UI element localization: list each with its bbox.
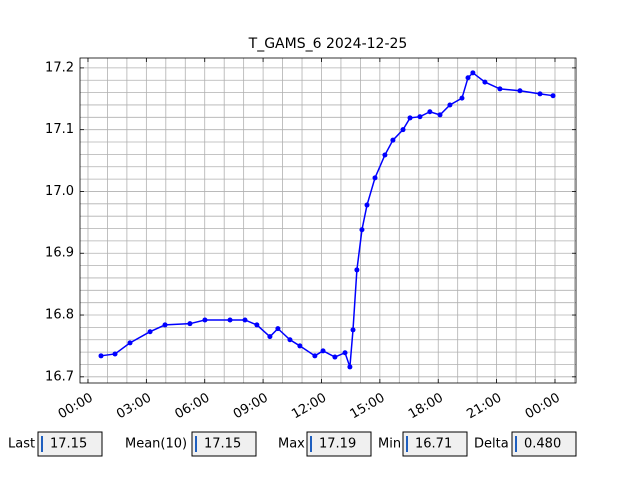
y-tick-label: 17.1 xyxy=(45,122,74,137)
data-point xyxy=(312,353,318,359)
data-point xyxy=(254,322,260,328)
data-point xyxy=(447,102,453,108)
data-point xyxy=(427,109,433,115)
data-point xyxy=(227,317,233,323)
data-point xyxy=(517,88,523,94)
stat-box xyxy=(37,431,103,457)
data-point xyxy=(390,137,396,143)
stat-value: 17.19 xyxy=(319,437,356,452)
data-point xyxy=(187,321,193,327)
data-point xyxy=(242,317,248,323)
stat-box xyxy=(511,431,577,457)
data-point xyxy=(287,337,293,343)
x-tick-label: 00:00 xyxy=(523,391,563,423)
x-tick-label: 12:00 xyxy=(289,391,329,423)
data-point xyxy=(320,348,326,354)
data-point xyxy=(465,75,471,81)
stat-value: 0.480 xyxy=(524,437,561,452)
stat-label: Mean(10) xyxy=(125,437,187,452)
stat-label: Min xyxy=(378,437,401,452)
data-point xyxy=(354,267,360,273)
data-point xyxy=(342,350,348,356)
data-point xyxy=(297,343,303,349)
x-tick-label: 06:00 xyxy=(173,391,213,423)
data-point xyxy=(350,327,356,333)
data-point xyxy=(459,95,465,101)
data-point xyxy=(364,202,370,208)
data-point xyxy=(127,340,133,346)
stat-box xyxy=(306,431,372,457)
y-tick-label: 17.2 xyxy=(45,60,74,75)
data-point xyxy=(437,112,443,118)
data-point xyxy=(112,351,118,357)
data-point xyxy=(332,354,338,360)
stat-label: Max xyxy=(278,437,305,452)
data-point xyxy=(400,127,406,133)
data-point xyxy=(162,322,168,328)
chart-title: T_GAMS_6 2024-12-25 xyxy=(248,36,408,52)
data-point xyxy=(537,91,543,97)
stat-value: 16.71 xyxy=(415,437,452,452)
data-line xyxy=(100,71,554,368)
y-tick-label: 17.0 xyxy=(45,184,74,199)
x-tick-label: 09:00 xyxy=(231,391,271,423)
data-point xyxy=(98,353,104,359)
data-point xyxy=(550,93,556,99)
data-point xyxy=(275,326,281,332)
data-point xyxy=(470,70,476,76)
data-point xyxy=(497,86,503,92)
stat-label: Last xyxy=(8,437,35,452)
x-tick-label: 18:00 xyxy=(406,391,446,423)
data-point xyxy=(382,152,388,158)
stat-box xyxy=(191,431,257,457)
data-point xyxy=(267,334,273,340)
stat-box xyxy=(402,431,468,457)
data-point xyxy=(417,114,423,120)
y-tick-label: 16.7 xyxy=(45,369,74,384)
y-tick-label: 16.8 xyxy=(45,308,74,323)
data-point xyxy=(359,227,365,233)
plot-frame xyxy=(79,57,577,384)
x-tick-label: 15:00 xyxy=(348,391,388,423)
data-point xyxy=(372,175,378,181)
stat-value: 17.15 xyxy=(204,437,241,452)
data-point xyxy=(482,79,488,85)
y-tick-label: 16.9 xyxy=(45,246,74,261)
data-point xyxy=(147,329,153,335)
data-point xyxy=(347,364,353,370)
x-tick-label: 03:00 xyxy=(114,391,154,423)
data-point xyxy=(407,115,413,121)
stat-label: Delta xyxy=(474,437,509,452)
x-tick-label: 00:00 xyxy=(56,391,96,423)
stat-value: 17.15 xyxy=(50,437,87,452)
x-tick-label: 21:00 xyxy=(464,391,504,423)
data-point xyxy=(202,317,208,323)
